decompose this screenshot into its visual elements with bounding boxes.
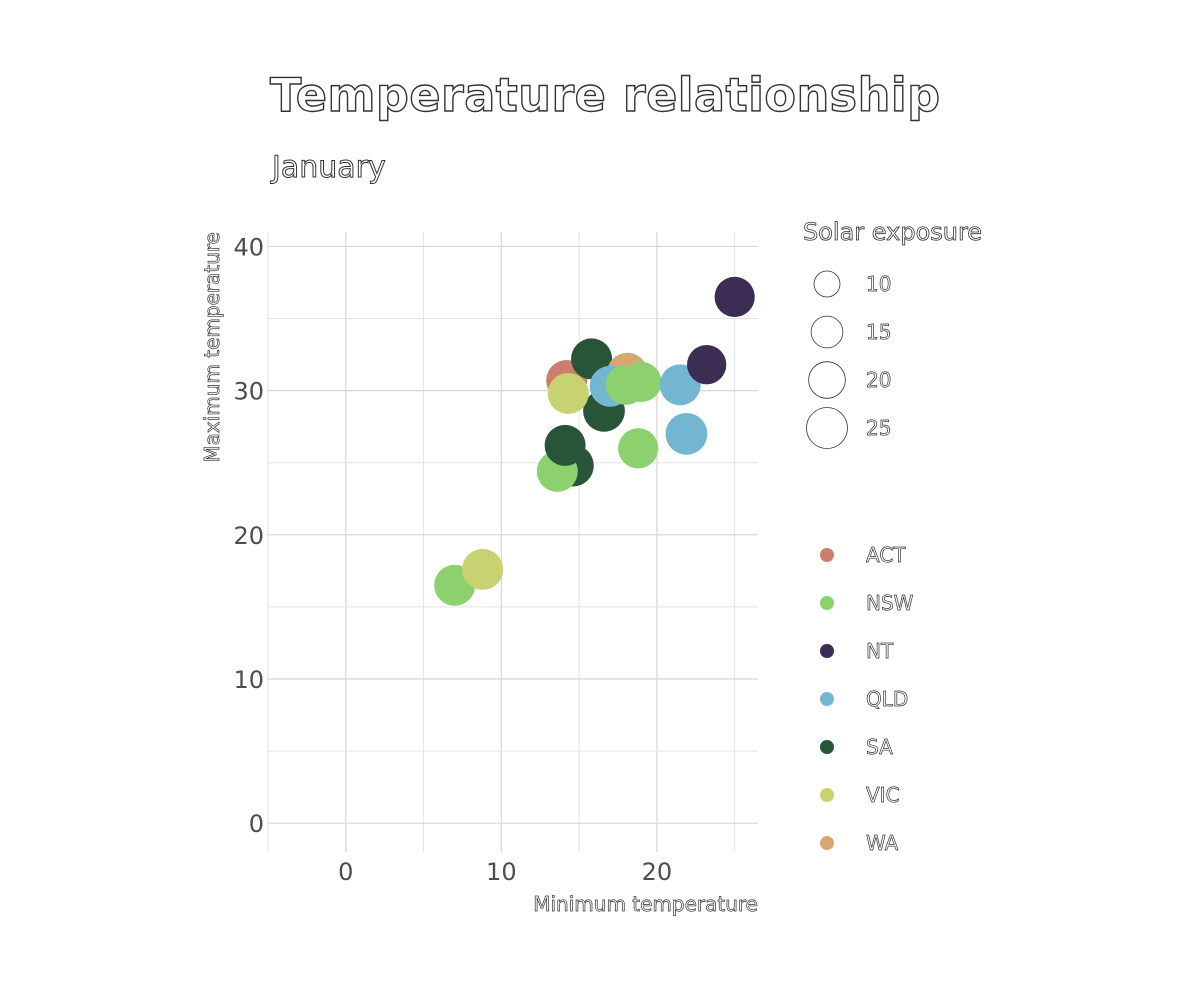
color-legend-key: [820, 596, 834, 610]
color-legend: ACT NSW NT QLD SA VIC WA: [820, 543, 914, 855]
color-legend-label: QLD: [866, 687, 908, 711]
data-points: [434, 276, 755, 606]
size-legend-title: Solar exposure: [803, 218, 982, 246]
color-legend-key: [820, 644, 834, 658]
color-legend-key: [820, 692, 834, 706]
size-legend-label: 10: [866, 272, 891, 296]
size-legend-key: [806, 407, 848, 449]
data-point-sa: [544, 424, 586, 466]
size-legend-key: [808, 361, 846, 399]
x-tick-label: 10: [486, 858, 517, 886]
size-legend-key: [813, 270, 841, 298]
axes: 0 10 20 0 10 20 30 40: [233, 233, 672, 886]
color-legend-label: ACT: [866, 543, 906, 567]
color-legend-label: WA: [866, 831, 899, 855]
color-legend-label: NSW: [866, 591, 914, 615]
color-legend-key: [820, 788, 834, 802]
grid: [267, 232, 758, 852]
data-point-qld: [665, 412, 708, 455]
y-tick-label: 40: [233, 233, 264, 261]
data-point-nsw: [618, 428, 659, 469]
y-tick-label: 10: [233, 666, 264, 694]
chart-title: Temperature relationship: [269, 67, 941, 122]
color-legend-key: [820, 740, 834, 754]
size-legend-label: 25: [866, 416, 891, 440]
x-tick-label: 0: [338, 858, 353, 886]
color-legend-label: NT: [866, 639, 894, 663]
color-legend-key: [820, 836, 834, 850]
color-legend-label: SA: [866, 735, 893, 759]
y-tick-label: 30: [233, 378, 264, 406]
data-point-vic: [547, 372, 589, 414]
size-legend-label: 20: [866, 368, 891, 392]
size-legend-label: 15: [866, 320, 891, 344]
x-axis-title: Minimum temperature: [533, 892, 758, 916]
data-point-vic: [462, 548, 504, 590]
data-point-nt: [714, 276, 755, 317]
chart-subtitle: January: [272, 150, 387, 186]
y-tick-label: 20: [233, 522, 264, 550]
data-point-nt: [687, 344, 727, 385]
color-legend-label: VIC: [866, 783, 900, 807]
size-legend-key: [810, 315, 844, 349]
y-tick-label: 0: [249, 810, 264, 838]
size-legend: 10 15 20 25: [806, 270, 892, 449]
data-point-nsw: [621, 361, 662, 403]
y-axis-title: Maximum temperature: [200, 232, 224, 463]
x-tick-label: 20: [642, 858, 673, 886]
color-legend-key: [820, 548, 834, 562]
